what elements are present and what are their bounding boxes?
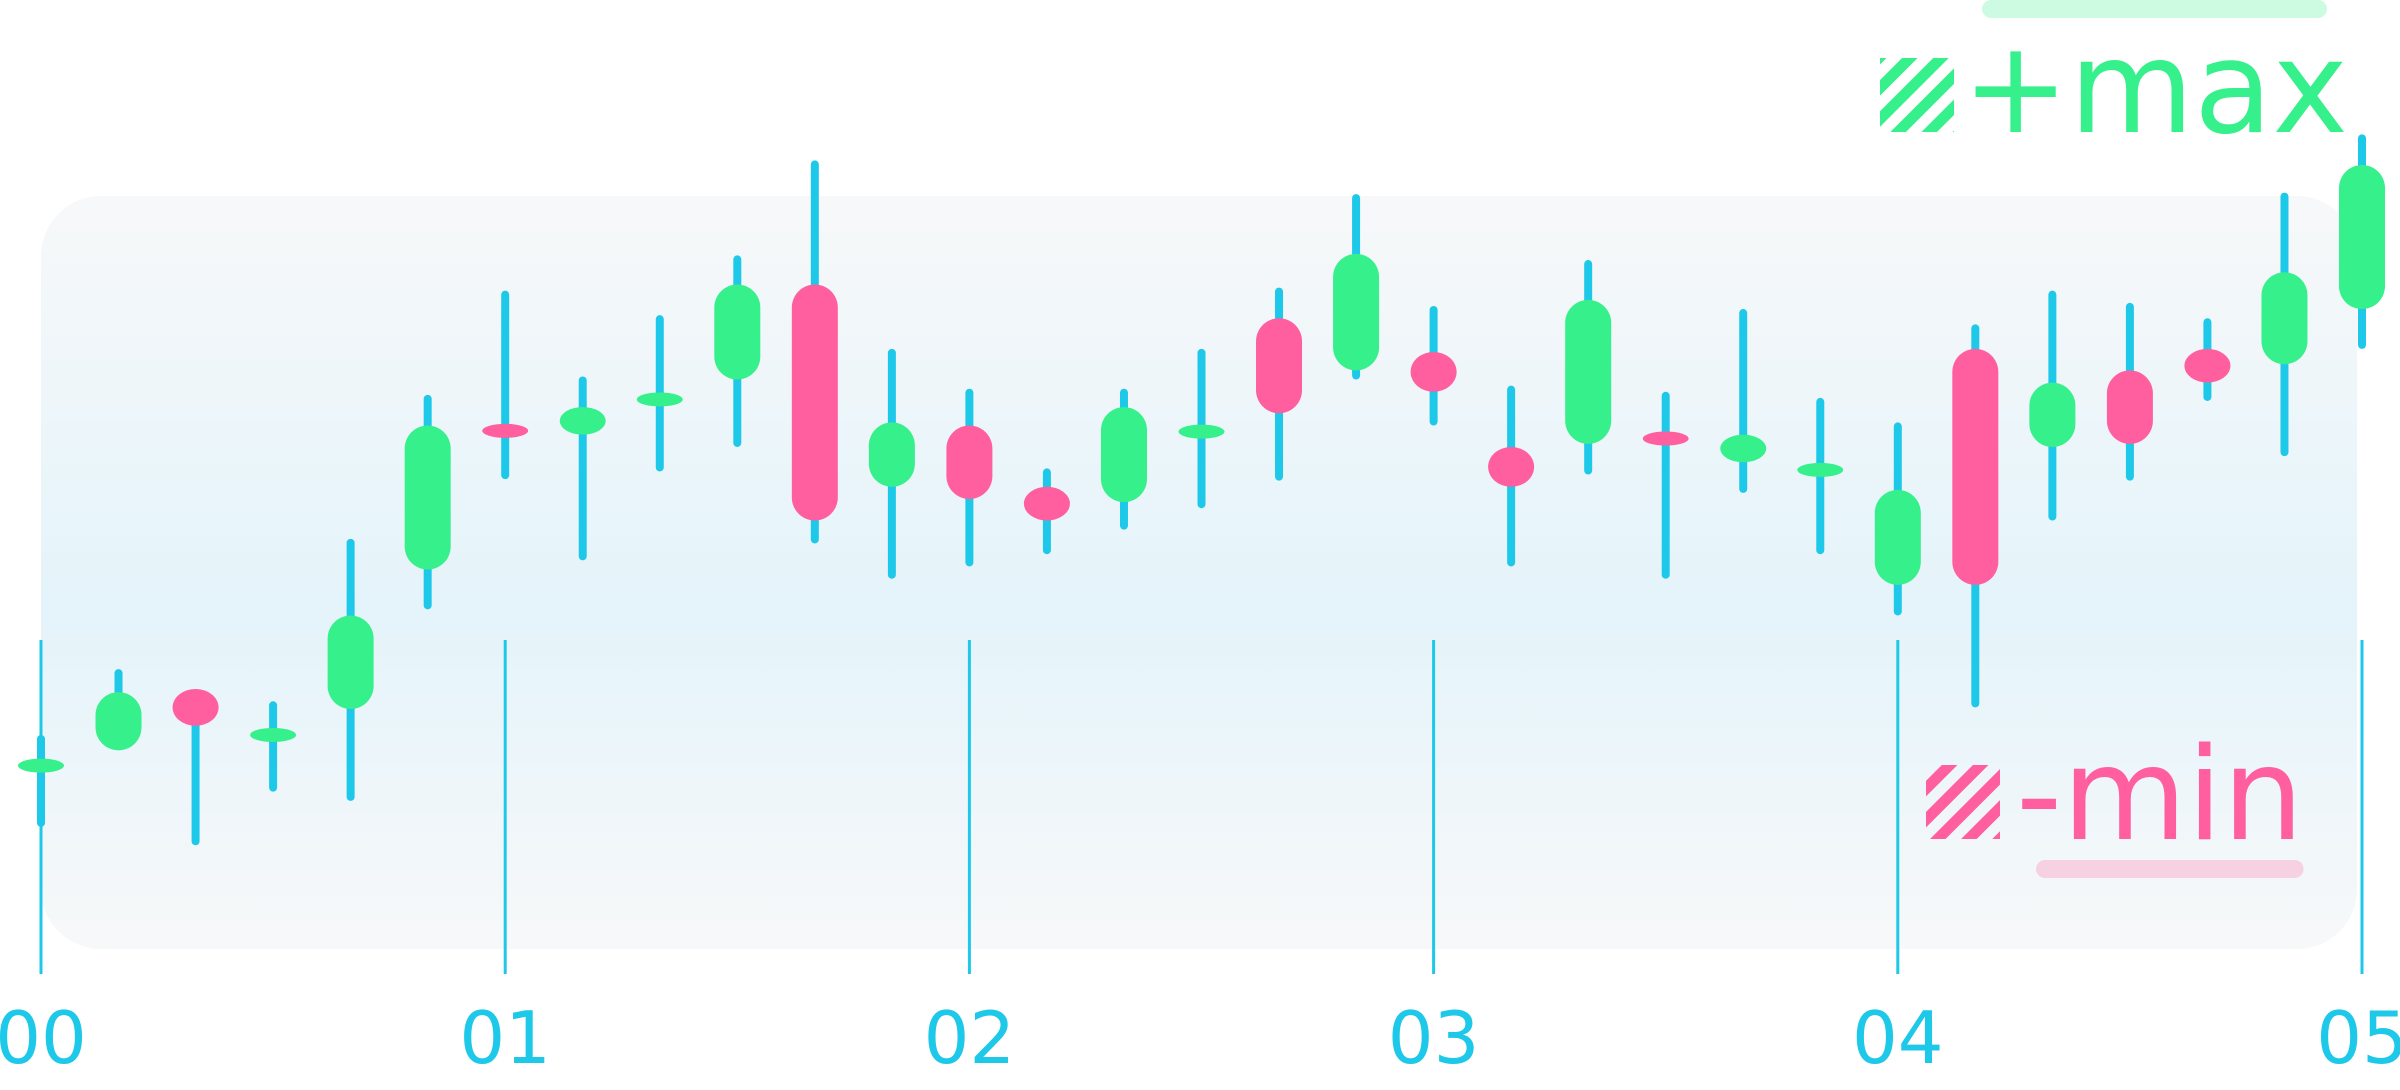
candle-body — [482, 423, 529, 438]
candle-body — [2184, 348, 2231, 383]
candle-body — [2261, 272, 2308, 365]
legend-swatch — [1880, 58, 1954, 132]
candle-body — [1797, 462, 1844, 477]
candle-wick — [501, 290, 510, 480]
candle-wick — [37, 734, 45, 827]
x-tick-label: 00 — [0, 996, 87, 1080]
candle-body — [1100, 407, 1147, 503]
candle-wick — [1739, 309, 1748, 493]
candle-body — [868, 422, 915, 487]
candle-body — [95, 692, 142, 751]
candle-wick — [191, 689, 200, 846]
plot-background — [41, 196, 2357, 949]
candle-body — [1023, 486, 1070, 521]
candle-body — [714, 284, 761, 380]
candle-wick — [269, 701, 278, 792]
candle-body — [946, 425, 993, 500]
candle-body — [1256, 318, 1303, 414]
candle-body — [1874, 489, 1921, 585]
candle-body — [1410, 351, 1457, 392]
candle-body — [2106, 370, 2153, 444]
x-tick-label: 05 — [2316, 996, 2400, 1080]
candle-body — [559, 407, 606, 435]
candle-body — [18, 758, 64, 773]
legend-swatch — [1926, 765, 2000, 839]
candle-body — [1333, 253, 1380, 371]
candle-body — [404, 425, 451, 570]
candle-body — [1642, 431, 1689, 446]
candle-body — [250, 727, 297, 742]
x-tick-label: 02 — [924, 996, 1016, 1080]
candle-body — [1178, 424, 1225, 439]
legend-label: -min — [2016, 721, 2304, 870]
candle-body — [1488, 446, 1535, 487]
candle-body — [1720, 434, 1767, 463]
x-tick-label: 01 — [459, 996, 551, 1080]
x-tick-label: 03 — [1388, 996, 1480, 1080]
x-tick-label: 04 — [1852, 996, 1944, 1080]
legend-underline — [2036, 860, 2304, 878]
legend-label: +max — [1962, 14, 2348, 163]
candle-body — [636, 392, 683, 407]
candle-wick — [1661, 391, 1670, 579]
candle-body — [2339, 165, 2385, 310]
candle-body — [1565, 299, 1612, 444]
candle-body — [172, 689, 219, 726]
candle-body — [1952, 348, 1999, 585]
legend-underline — [1982, 0, 2327, 18]
candle-wick — [578, 376, 587, 561]
candle-body — [2029, 382, 2076, 447]
candle-body — [327, 615, 374, 709]
candle-body — [791, 284, 838, 521]
